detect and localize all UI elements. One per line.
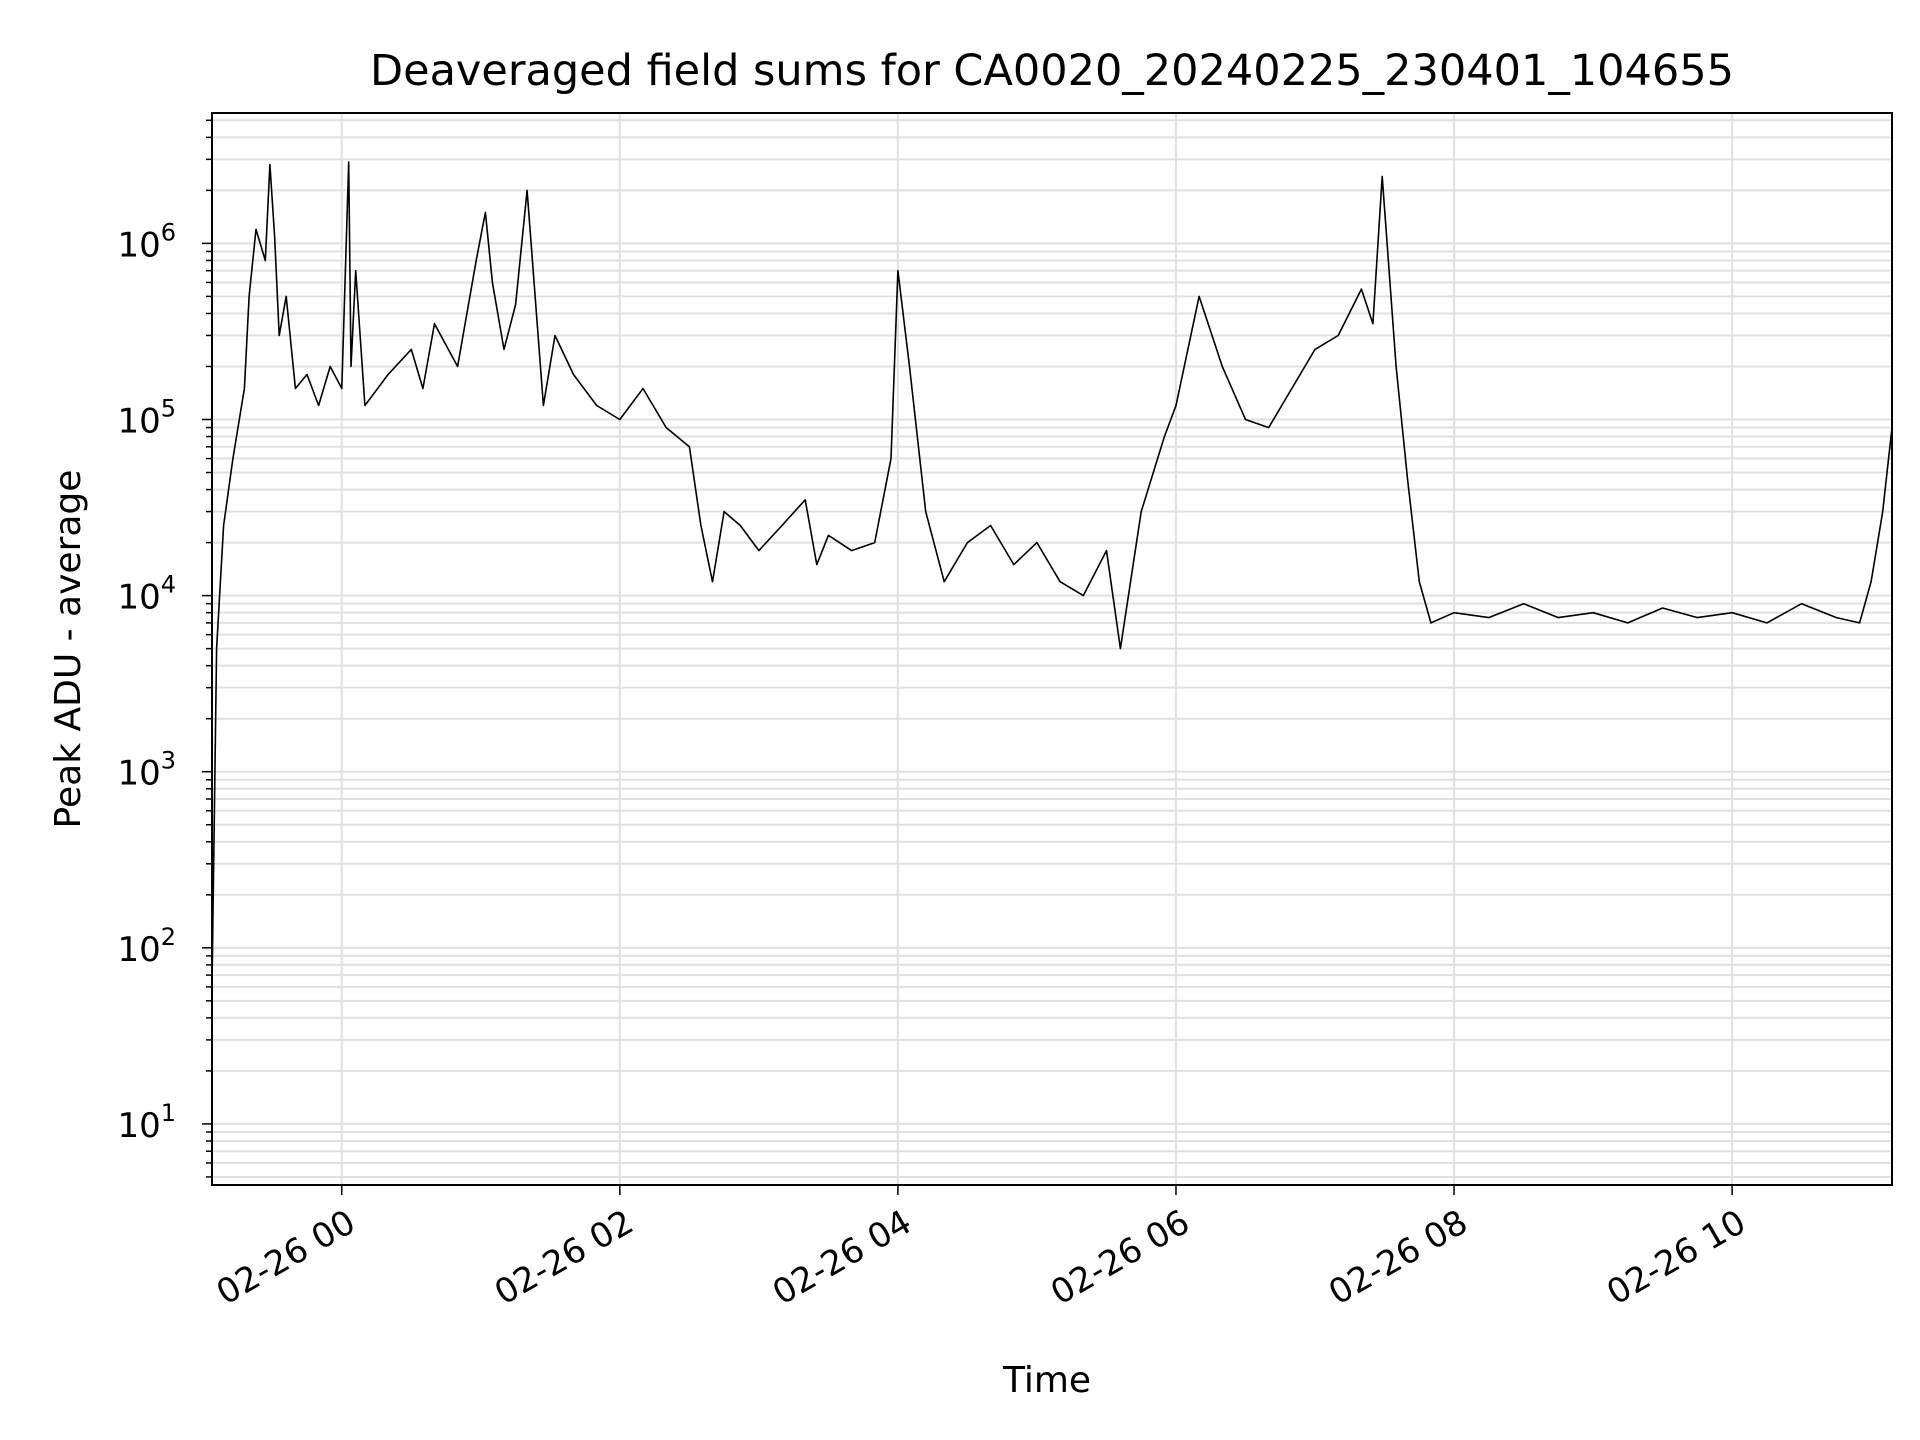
y-tick-label-base: 10 [117, 225, 160, 265]
chart-title: Deaveraged field sums for CA0020_2024022… [370, 46, 1734, 96]
y-tick-label-exponent: 3 [161, 747, 176, 775]
y-tick-label: 101 [117, 1099, 176, 1146]
y-axis-label: Peak ADU - average [48, 470, 89, 829]
y-tick-label-base: 10 [117, 1106, 160, 1146]
y-tick-label: 102 [117, 923, 176, 970]
y-tick-label-base: 10 [117, 578, 160, 618]
y-tick-label: 104 [117, 571, 176, 618]
series-line [211, 161, 1893, 987]
y-tick-label-exponent: 5 [161, 394, 176, 422]
y-tick-label-exponent: 4 [161, 571, 176, 599]
x-axis-label: Time [1002, 1360, 1091, 1401]
y-tick-label-exponent: 1 [161, 1099, 176, 1127]
y-tick-label-exponent: 6 [161, 218, 176, 246]
y-tick-label-exponent: 2 [161, 923, 176, 951]
y-tick-label: 103 [117, 747, 176, 794]
y-tick-label: 106 [117, 218, 176, 265]
y-tick-label-base: 10 [117, 930, 160, 970]
y-tick-label-base: 10 [117, 401, 160, 441]
grid [212, 113, 1892, 1185]
y-tick-label-base: 10 [117, 754, 160, 794]
y-tick-label: 105 [117, 394, 176, 441]
series-line-group [211, 161, 1893, 987]
